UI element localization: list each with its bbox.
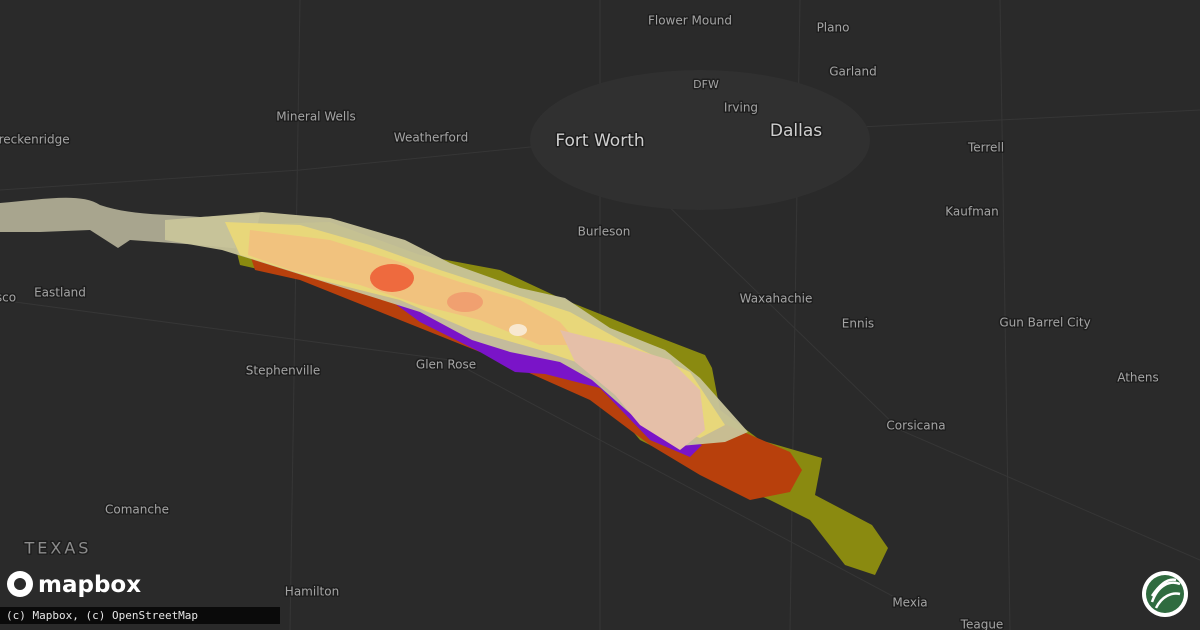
attribution[interactable]: (c) Mapbox, (c) OpenStreetMap (6, 609, 198, 622)
place-label: Terrell (967, 141, 1004, 155)
logo-text: mapbox (38, 572, 141, 598)
place-label: Athens (1117, 371, 1159, 385)
place-label: Irving (724, 101, 758, 115)
urban-area (530, 70, 870, 210)
place-label: Gun Barrel City (999, 316, 1090, 330)
place-label: Plano (817, 21, 850, 35)
place-label: Teague (960, 618, 1004, 630)
place-label: Ennis (842, 317, 874, 331)
place-label: Weatherford (394, 131, 468, 145)
place-labels: Flower Mound Plano Garland DFW Irving Fo… (0, 12, 1160, 630)
place-label: Breckenridge (0, 133, 70, 147)
place-label: Eastland (34, 286, 86, 300)
place-label: DFW (693, 78, 719, 91)
region-label: TEXAS (24, 539, 92, 558)
place-label: Fort Worth (555, 131, 644, 151)
mapbox-logo[interactable]: mapbox (7, 571, 141, 598)
place-label: Waxahachie (740, 292, 813, 306)
storm-swath (0, 197, 888, 575)
place-label: Corsicana (886, 419, 945, 433)
swath-orange-core (370, 264, 414, 292)
place-label: Flower Mound (648, 14, 732, 28)
place-label: Burleson (578, 225, 631, 239)
badge-inner (1146, 575, 1184, 613)
place-label: Garland (829, 65, 877, 79)
attribution-background (0, 607, 280, 624)
badge-mark (1150, 578, 1181, 609)
swath-light-core (447, 292, 483, 312)
swath-white-core (509, 324, 527, 336)
badge (1142, 571, 1188, 617)
place-label: Kaufman (945, 205, 999, 219)
place-label: Stephenville (246, 364, 320, 378)
place-label: Mexia (892, 596, 927, 610)
place-label: Glen Rose (416, 358, 476, 372)
place-label: Dallas (770, 121, 822, 141)
place-label: Mineral Wells (276, 110, 356, 124)
swath-pink (560, 330, 705, 450)
swath-peach (248, 230, 580, 345)
place-label: Comanche (105, 503, 169, 517)
logo-icon-inner (14, 578, 26, 590)
place-label: Hamilton (285, 585, 339, 599)
swath-purple (390, 300, 702, 457)
place-label: sco (0, 291, 16, 305)
